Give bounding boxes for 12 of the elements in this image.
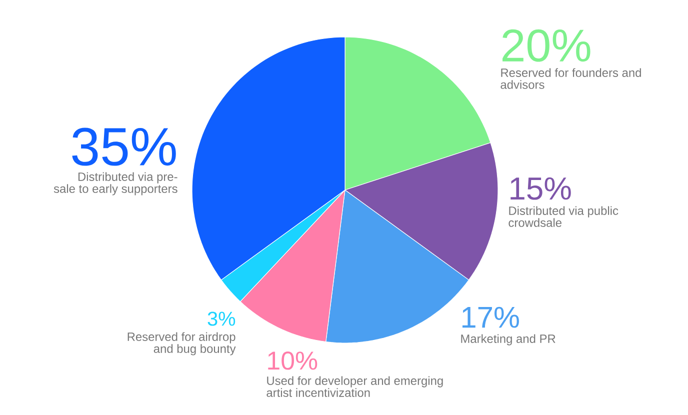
slice-label: Marketing and PR xyxy=(461,334,556,346)
data-label: 10% xyxy=(268,351,318,370)
slice-label: Distributed via public crowdsale xyxy=(508,206,618,227)
slice-label: Reserved for founders and advisors xyxy=(500,68,641,89)
data-label: 17% xyxy=(462,306,519,328)
slice-label: Reserved for airdrop and bug bounty xyxy=(128,332,236,356)
data-label: 35% xyxy=(72,128,176,166)
slice-label: Distributed via pre-sale to early supporters xyxy=(54,172,178,196)
data-label: 3% xyxy=(208,312,236,326)
slice-label: Used for developer and emerging artist incentivization xyxy=(266,376,443,397)
data-label: 20% xyxy=(502,29,590,62)
data-label: 15% xyxy=(510,177,571,200)
